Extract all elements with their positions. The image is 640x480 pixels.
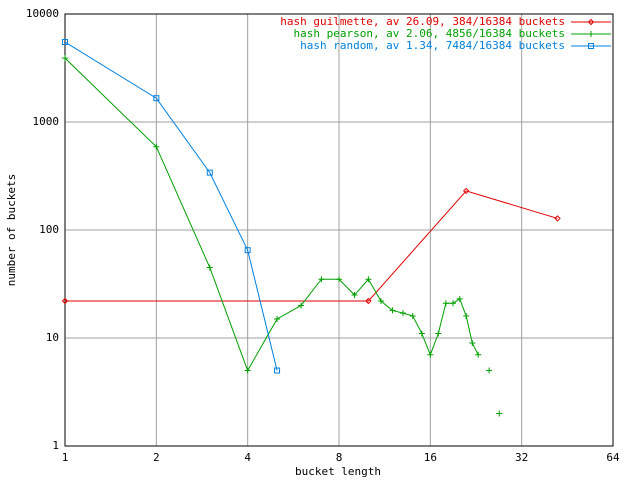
marker <box>442 300 449 307</box>
legend-label: hash random, av 1.34, 7484/16384 buckets <box>300 39 565 52</box>
marker <box>389 307 396 314</box>
marker <box>475 351 482 358</box>
marker <box>153 95 160 102</box>
legend-marker <box>588 31 594 37</box>
marker <box>274 367 281 374</box>
marker <box>336 276 342 283</box>
marker <box>486 367 493 374</box>
y-axis-label: number of buckets <box>5 174 18 287</box>
x-tick-label: 2 <box>153 451 160 464</box>
x-tick-label: 64 <box>606 451 620 464</box>
marker <box>153 143 160 150</box>
marker <box>469 339 476 346</box>
marker <box>409 312 416 319</box>
x-tick-label: 8 <box>336 451 343 464</box>
marker <box>496 410 503 417</box>
series-line <box>65 190 558 302</box>
marker <box>365 276 372 283</box>
legend-marker <box>587 18 595 26</box>
x-tick-label: 1 <box>62 451 69 464</box>
x-tick-label: 4 <box>244 451 251 464</box>
y-tick-label: 1 <box>52 439 59 452</box>
marker <box>462 187 470 195</box>
plot-frame <box>64 13 614 447</box>
marker <box>318 276 325 283</box>
marker <box>206 264 213 271</box>
x-axis-label: bucket length <box>295 465 381 478</box>
marker <box>244 247 251 254</box>
marker <box>399 310 406 317</box>
marker <box>377 298 384 305</box>
marker <box>206 169 213 176</box>
marker <box>418 330 425 337</box>
y-tick-label: 1000 <box>33 115 60 128</box>
series-line <box>65 58 499 413</box>
marker <box>365 297 372 305</box>
x-tick-label: 32 <box>515 451 528 464</box>
legend-marker <box>588 43 594 49</box>
y-tick-label: 10 <box>46 331 59 344</box>
marker <box>435 330 442 337</box>
legend-label: hash guilmette, av 26.09, 384/16384 buck… <box>280 15 565 28</box>
marker <box>62 39 68 46</box>
marker <box>463 312 470 319</box>
marker <box>427 351 434 358</box>
marker <box>61 297 69 305</box>
marker <box>449 300 456 307</box>
legend-label: hash pearson, av 2.06, 4856/16384 bucket… <box>293 27 565 40</box>
series-line <box>65 41 278 371</box>
marker <box>554 215 561 222</box>
marker <box>62 55 68 62</box>
marker <box>456 295 463 302</box>
y-tick-label: 100 <box>39 223 59 236</box>
marker <box>298 302 305 309</box>
marker <box>274 315 281 322</box>
marker <box>244 367 251 374</box>
x-tick-label: 16 <box>424 451 437 464</box>
marker <box>351 292 358 299</box>
y-tick-label: 10000 <box>26 7 59 20</box>
